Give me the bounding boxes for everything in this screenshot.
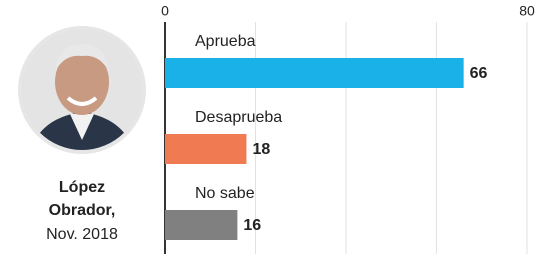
bar xyxy=(165,134,246,164)
chart: López Obrador, Nov. 2018 0 80 Aprueba 66 Des… xyxy=(0,0,547,254)
portrait xyxy=(20,28,144,152)
category-label: Aprueba xyxy=(195,33,256,50)
x-tick-label: 0 xyxy=(161,3,169,19)
subject-name: López xyxy=(59,179,105,196)
bar xyxy=(165,210,237,240)
bar xyxy=(165,58,464,88)
category-label: No sabe xyxy=(195,185,255,202)
value-label: 16 xyxy=(243,217,261,234)
subject-date: Nov. 2018 xyxy=(46,226,118,243)
subject-name: Obrador, xyxy=(49,202,116,219)
category-label: Desaprueba xyxy=(195,109,282,126)
value-label: 18 xyxy=(252,141,270,158)
value-label: 66 xyxy=(470,65,488,82)
x-tick-label: 80 xyxy=(519,3,535,19)
